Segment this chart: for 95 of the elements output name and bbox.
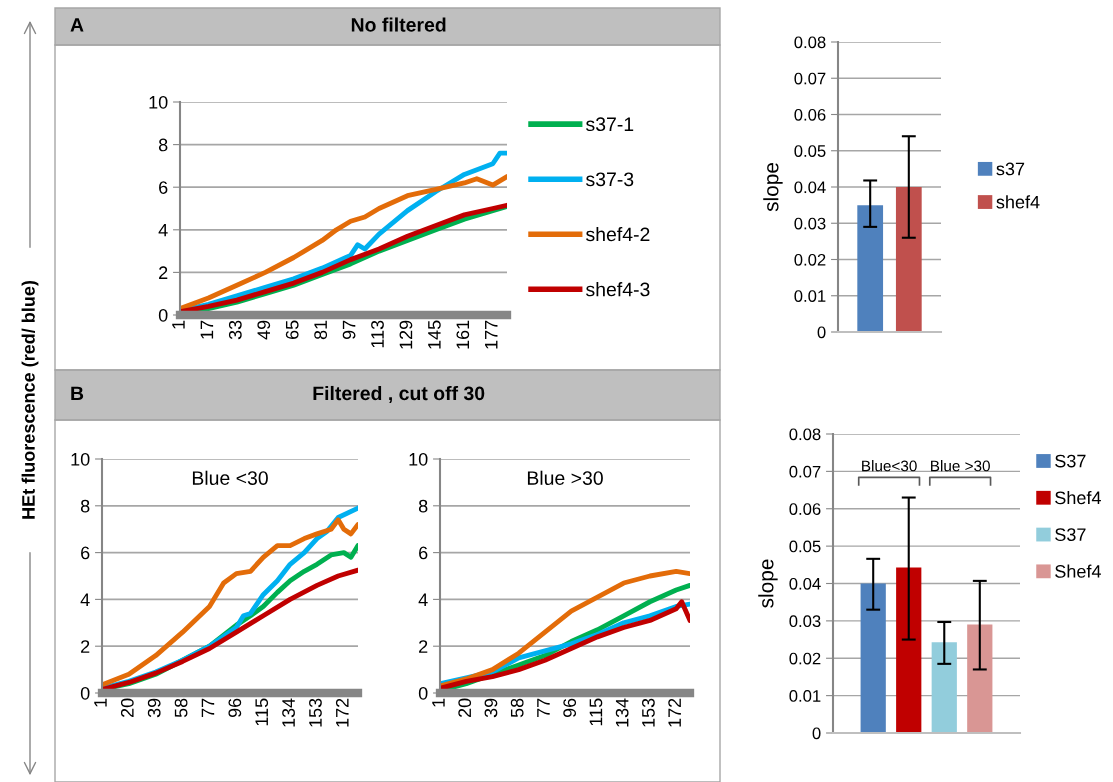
x-tick-label: 161 [456,320,470,349]
y-tick-label: 0 [817,326,826,339]
x-tick-label: 58 [510,698,524,718]
legend-label: shef4-2 [586,226,650,242]
x-tick-label: 177 [485,320,498,349]
y-tick-label: 2 [159,266,168,279]
line-series [102,567,358,692]
x-tick-label: 115 [589,698,603,726]
x-tick-label: 58 [174,698,188,718]
x-tick-label: 97 [342,320,356,340]
text: A [70,18,84,32]
bar [860,583,886,733]
x-tick-label: 1 [172,320,185,329]
legend-label: Shef4 [1055,490,1101,505]
legend-label: Shef4 [1055,564,1101,578]
y-axis-title: slope [758,559,778,608]
legend-label: s37-3 [586,172,634,187]
y-tick-label: 6 [159,181,168,194]
bar [896,567,922,733]
x-tick-label: 145 [428,320,441,349]
y-axis-title: HEt fluorescence (red/ blue) [21,280,39,519]
y-tick-label: 10 [149,95,168,109]
y-tick-label: 6 [81,546,90,560]
x-tick-label: 20 [458,698,472,718]
x-tick-label: 172 [668,698,681,727]
legend-label: shef4 [996,195,1040,209]
y-tick-label: 0.08 [789,428,821,441]
legend-label: S37 [1055,528,1086,542]
y-tick-label: 4 [158,223,168,237]
y-tick-label: 0 [418,686,428,700]
y-tick-label: 0.01 [794,290,826,302]
y-tick-label: 0.03 [794,217,826,230]
annotation: Blue<30 [862,460,917,472]
y-tick-label: 0.08 [794,36,826,49]
annotation: Blue >30 [527,470,603,485]
y-tick-label: 0 [80,686,90,700]
x-tick-label: 1 [432,698,445,707]
bar [931,642,957,733]
y-tick-label: 0.04 [794,181,826,194]
annotation: Blue >30 [931,460,990,472]
x-tick-label: 134 [282,698,295,727]
x-tick-label: 115 [255,698,269,726]
legend-label: S37 [1055,454,1086,468]
line-series [180,174,507,312]
legend-label: s37-1 [586,117,634,132]
y-tick-label: 4 [418,593,428,606]
x-tick-label: 17 [200,320,214,339]
x-tick-label: 129 [399,320,413,349]
y-tick-label: 2 [419,640,428,653]
y-tick-label: 0.04 [789,577,821,590]
y-tick-label: 6 [419,546,428,560]
y-tick-label: 4 [80,593,90,606]
y-tick-label: 0.02 [789,652,821,665]
x-tick-label: 134 [615,698,629,727]
y-tick-label: 8 [158,138,168,152]
x-tick-label: 153 [309,698,322,727]
x-tick-label: 49 [257,320,271,340]
x-tick-label: 20 [120,698,134,718]
legend-label: s37 [996,162,1025,176]
y-tick-label: 10 [409,452,428,466]
x-tick-label: 96 [563,698,577,718]
y-tick-label: 0.05 [789,540,821,553]
y-tick-label: 8 [80,499,90,513]
x-tick-label: 77 [537,698,550,718]
annotation: Blue <30 [192,470,268,485]
y-tick-label: 0 [158,308,168,322]
y-tick-label: 0.06 [789,503,821,515]
x-tick-label: 33 [228,320,242,340]
text: Filtered , cut off 30 [313,385,485,404]
x-tick-label: 65 [285,320,299,340]
y-tick-label: 0 [812,727,821,740]
y-axis-title: slope [763,163,783,212]
x-tick-label: 39 [484,698,498,718]
x-tick-label: 113 [371,320,384,348]
y-tick-label: 0.03 [789,615,821,628]
x-tick-label: 153 [642,698,655,727]
x-tick-label: 77 [201,698,215,718]
x-tick-label: 1 [94,698,107,707]
y-tick-label: 0.07 [794,72,826,85]
y-tick-label: 0.01 [789,690,821,702]
legend-label: shef4-3 [586,282,650,297]
y-tick-label: 2 [81,640,90,653]
y-tick-label: 0.07 [789,465,821,478]
x-tick-label: 81 [314,320,328,340]
chart-title: No filtered [351,17,446,32]
x-tick-label: 39 [147,698,161,718]
x-tick-label: 172 [335,698,349,727]
bar [967,624,993,733]
x-tick-label: 96 [228,698,242,718]
y-tick-label: 0.05 [794,145,826,157]
y-tick-label: 0.02 [794,253,826,266]
text: B [71,386,84,401]
y-tick-label: 0.06 [794,108,826,121]
y-tick-label: 10 [71,452,90,466]
y-tick-label: 8 [418,499,428,513]
